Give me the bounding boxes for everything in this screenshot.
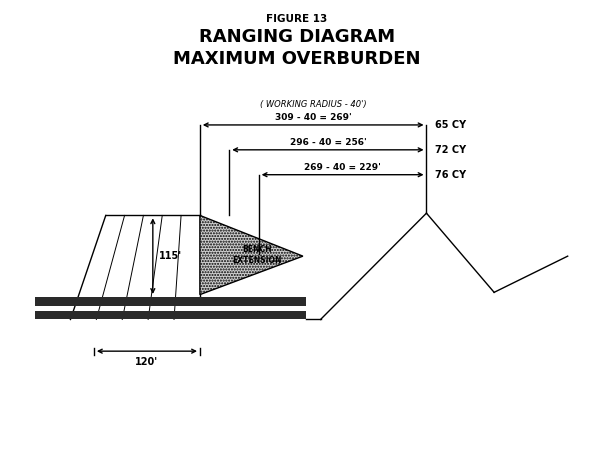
- Text: 65 CY: 65 CY: [435, 120, 466, 130]
- Polygon shape: [35, 311, 306, 320]
- Text: 115': 115': [159, 251, 182, 261]
- Text: 269 - 40 = 229': 269 - 40 = 229': [304, 163, 381, 172]
- Text: 296 - 40 = 256': 296 - 40 = 256': [289, 138, 366, 147]
- Polygon shape: [200, 215, 303, 294]
- Text: RANGING DIAGRAM
MAXIMUM OVERBURDEN: RANGING DIAGRAM MAXIMUM OVERBURDEN: [173, 27, 421, 68]
- Text: 76 CY: 76 CY: [435, 170, 466, 180]
- Text: ( WORKING RADIUS - 40'): ( WORKING RADIUS - 40'): [260, 100, 366, 109]
- Text: 120': 120': [135, 357, 159, 366]
- Text: FIGURE 13: FIGURE 13: [266, 14, 328, 24]
- Polygon shape: [35, 297, 306, 306]
- Text: 72 CY: 72 CY: [435, 145, 466, 155]
- Text: 309 - 40 = 269': 309 - 40 = 269': [275, 113, 352, 122]
- Text: BENCH
EXTENSION: BENCH EXTENSION: [232, 245, 282, 265]
